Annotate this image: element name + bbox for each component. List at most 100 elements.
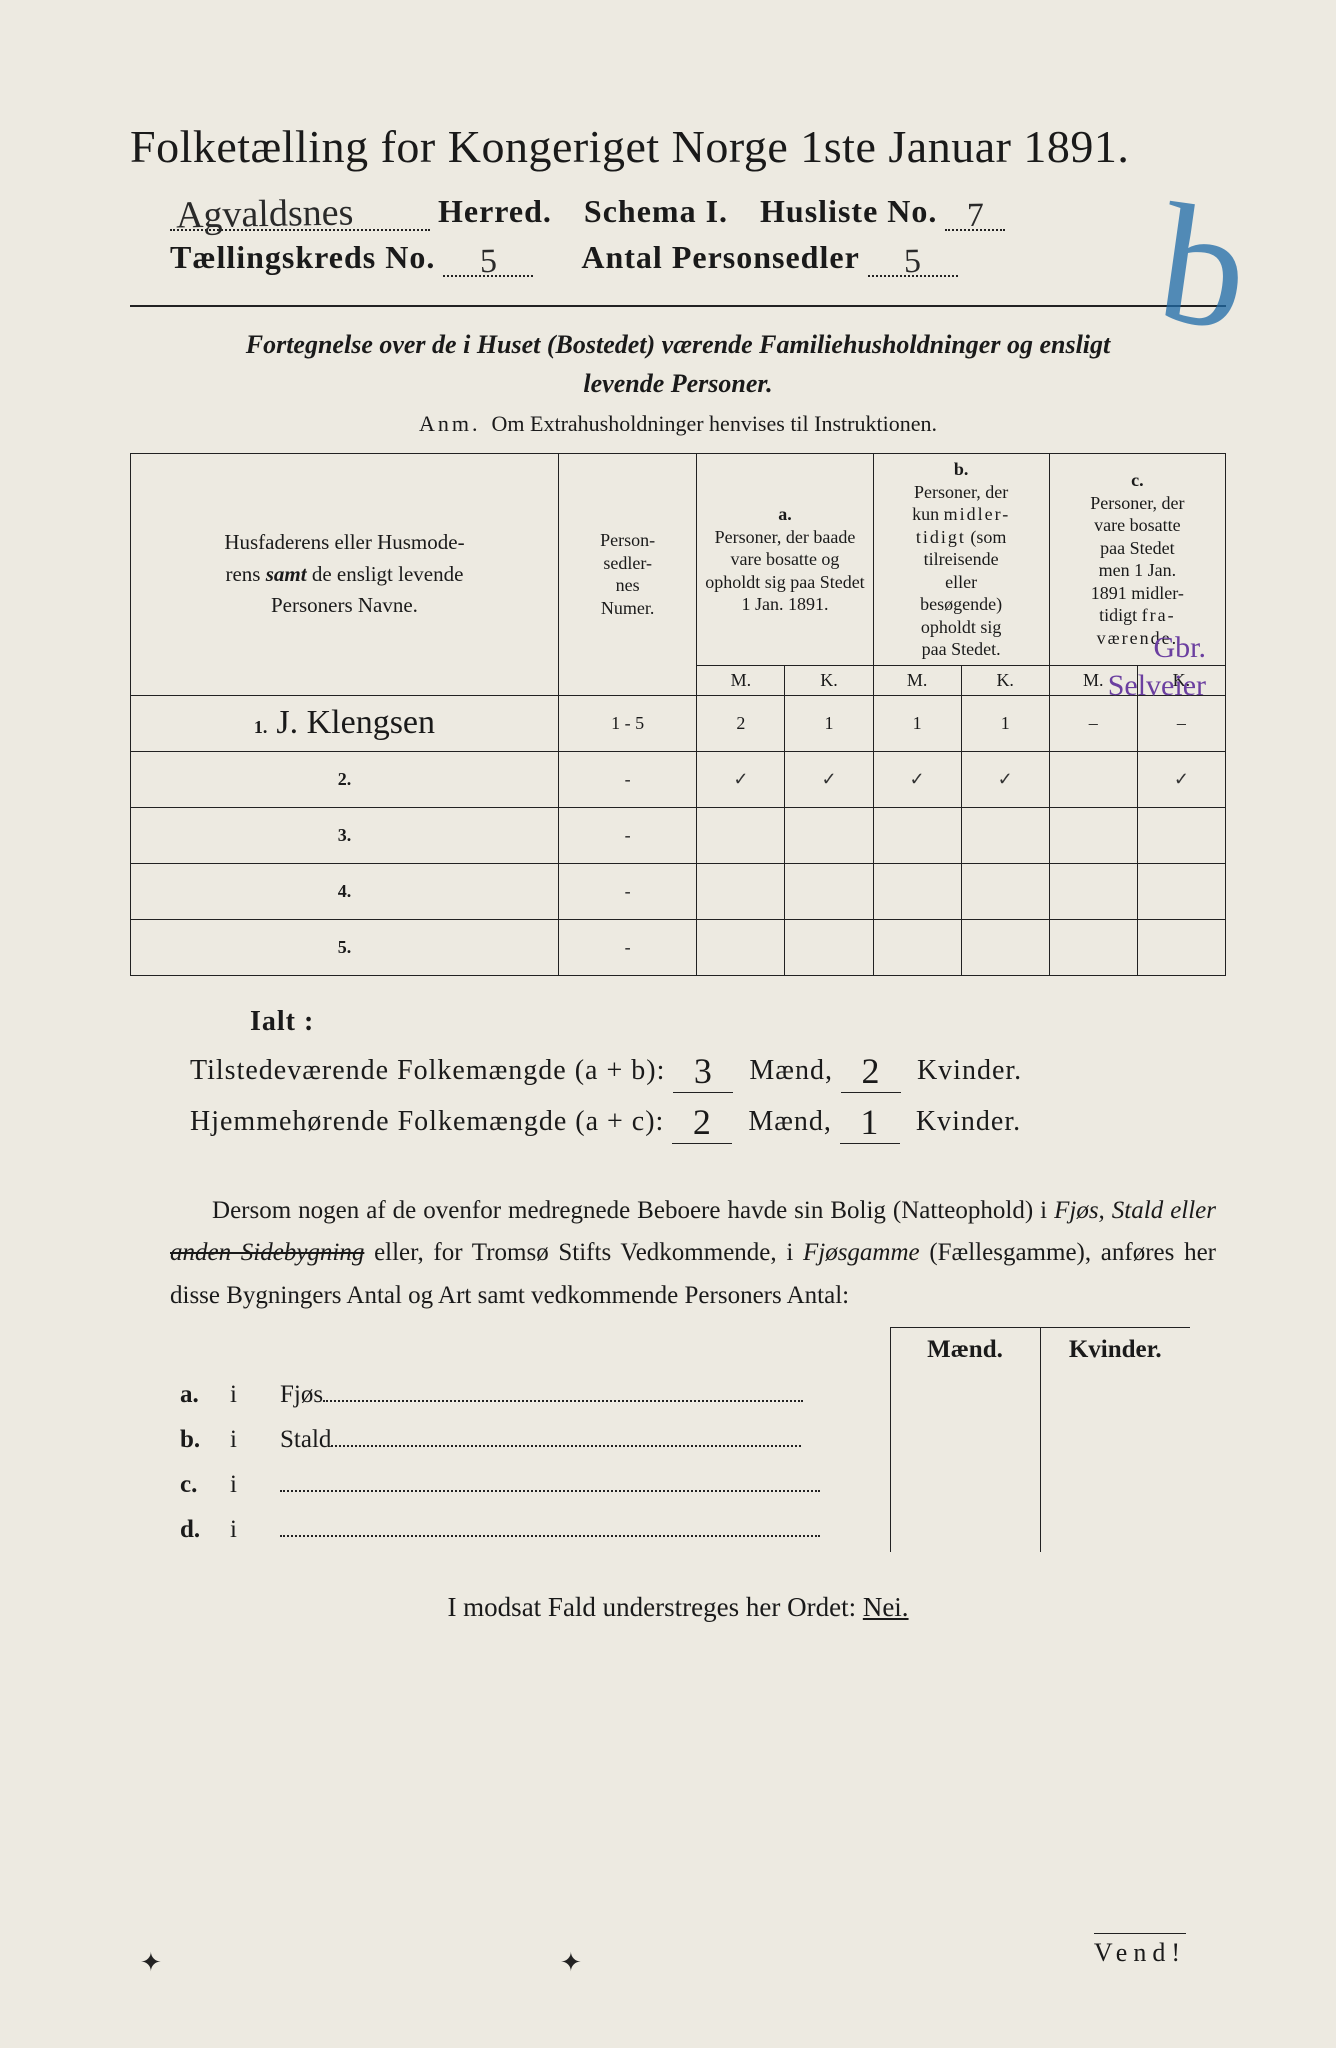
row-2-cK: ✓ xyxy=(1137,751,1225,807)
table-row: 2. - ✓ ✓ ✓ ✓ ✓ xyxy=(131,751,1226,807)
main-title: Folketælling for Kongeriget Norge 1ste J… xyxy=(130,120,1226,173)
ialt-label: Ialt : xyxy=(250,1006,1226,1038)
husliste-value: 7 xyxy=(967,199,985,233)
row-1-aK: 1 xyxy=(785,695,873,751)
row-5-num: - xyxy=(558,919,696,975)
census-form-page: b Folketælling for Kongeriget Norge 1ste… xyxy=(0,0,1336,2048)
row-2-num: - xyxy=(558,751,696,807)
small-th-m: Mænd. xyxy=(890,1328,1040,1373)
table-row: 4. - xyxy=(131,863,1226,919)
tot2-k: 1 xyxy=(840,1101,900,1144)
row-1-cK: – xyxy=(1137,695,1225,751)
totals-block: Ialt : Tilstedeværende Folkemængde (a + … xyxy=(190,1006,1226,1140)
buildings-table: Mænd. Kvinder. a. i Fjøs b. i Stald c. i… xyxy=(170,1327,1190,1552)
th-b-m: M. xyxy=(873,665,961,695)
tot2-label: Hjemmehørende Folkemængde (a + c): xyxy=(190,1106,664,1137)
subhead-line-1: Fortegnelse over de i Huset (Bostedet) v… xyxy=(246,330,1111,359)
tot-maend2: Mænd, xyxy=(748,1106,832,1137)
row-1-bK: 1 xyxy=(961,695,1049,751)
row-2-aM: ✓ xyxy=(697,751,785,807)
row-num: 1. xyxy=(254,717,268,737)
household-table: Husfaderens eller Husmode-rens samt de e… xyxy=(130,453,1226,976)
row-1-num: 1 - 5 xyxy=(558,695,696,751)
conditions-paragraph: Dersom nogen af de ovenfor medregnede Be… xyxy=(170,1190,1216,1318)
row-4-label: 4. xyxy=(131,863,559,919)
rule-1 xyxy=(130,305,1226,307)
table-row: 3. - xyxy=(131,807,1226,863)
th-col-a: a. Personer, der baade vare bosatte og o… xyxy=(697,454,873,666)
small-row: d. i xyxy=(170,1507,1190,1552)
tot1-label: Tilstedeværende Folkemængde (a + b): xyxy=(190,1055,665,1086)
tot-kvinder: Kvinder. xyxy=(917,1055,1022,1086)
main-table-wrapper: Gbr. Selveier Husfaderens eller Husmode-… xyxy=(130,453,1226,976)
sr-a-label: a. xyxy=(170,1372,220,1417)
purple-note-2: Selveier xyxy=(1108,669,1206,702)
herred-label: Herred. xyxy=(438,193,552,229)
row-3-num: - xyxy=(558,807,696,863)
vend-label: Vend! xyxy=(1094,1933,1186,1968)
th-a-text: Personer, der baade vare bosatte og opho… xyxy=(705,527,864,615)
kreds-label: Tællingskreds No. xyxy=(170,239,435,275)
annotation-line: Anm. Om Extrahusholdninger henvises til … xyxy=(130,411,1226,437)
para-it2: Fjøsgamme xyxy=(803,1239,920,1266)
herred-value: Agvaldsnes xyxy=(176,193,354,234)
sr-a-name: Fjøs xyxy=(280,1381,323,1408)
tot1-k: 2 xyxy=(841,1050,901,1093)
small-th-k: Kvinder. xyxy=(1040,1328,1190,1373)
small-row: b. i Stald xyxy=(170,1417,1190,1462)
sr-a-i: i xyxy=(220,1372,270,1417)
th-a-label: a. xyxy=(778,504,792,524)
th-col-b: b. Personer, derkun midler-tidigt (somti… xyxy=(873,454,1049,666)
reg-mark-left: ✦ xyxy=(140,1948,162,1978)
totals-line-2: Hjemmehørende Folkemængde (a + c): 2 Mæn… xyxy=(190,1097,1226,1140)
table-body: 1. J. Klengsen 1 - 5 2 1 1 1 – – 2. - ✓ … xyxy=(131,695,1226,975)
sr-b-i: i xyxy=(220,1417,270,1462)
row-2-label: 2. xyxy=(131,751,559,807)
row-2-aK: ✓ xyxy=(785,751,873,807)
antal-label: Antal Personsedler xyxy=(581,239,859,275)
th-a-k: K. xyxy=(785,665,873,695)
th-a-m: M. xyxy=(697,665,785,695)
reg-mark-mid: ✦ xyxy=(560,1948,582,1978)
row-5-label: 5. xyxy=(131,919,559,975)
small-row: c. i xyxy=(170,1462,1190,1507)
header-block: Folketælling for Kongeriget Norge 1ste J… xyxy=(130,120,1226,277)
table-row: 5. - xyxy=(131,919,1226,975)
small-row: a. i Fjøs xyxy=(170,1372,1190,1417)
th-num: Person-sedler-nesNumer. xyxy=(558,454,696,696)
sr-c-i: i xyxy=(220,1462,270,1507)
para-t2: eller, for Tromsø Stifts Vedkommende, i xyxy=(364,1239,803,1266)
tot2-m: 2 xyxy=(672,1101,732,1144)
kreds-value: 5 xyxy=(480,245,498,279)
table-row: 1. J. Klengsen 1 - 5 2 1 1 1 – – xyxy=(131,695,1226,751)
th-name: Husfaderens eller Husmode-rens samt de e… xyxy=(131,454,559,696)
sr-d-label: d. xyxy=(170,1507,220,1552)
antal-value: 5 xyxy=(904,245,922,279)
tot-kvinder2: Kvinder. xyxy=(916,1106,1021,1137)
row-1-label: 1. J. Klengsen xyxy=(131,695,559,751)
header-line-2: Agvaldsnes Herred. Schema I. Husliste No… xyxy=(170,191,1226,231)
row-1-bM: 1 xyxy=(873,695,961,751)
row-3-label: 3. xyxy=(131,807,559,863)
row-4-num: - xyxy=(558,863,696,919)
para-t1: Dersom nogen af de ovenfor medregnede Be… xyxy=(212,1197,1054,1224)
para-strike: anden Sidebygning xyxy=(170,1239,364,1266)
th-b-k: K. xyxy=(961,665,1049,695)
nei-word: Nei. xyxy=(863,1592,909,1622)
row-1-cM: – xyxy=(1049,695,1137,751)
row-2-bM: ✓ xyxy=(873,751,961,807)
anm-label: Anm. xyxy=(419,411,481,436)
sr-c-label: c. xyxy=(170,1462,220,1507)
sr-b-name: Stald xyxy=(280,1426,331,1453)
schema-label: Schema I. xyxy=(584,193,728,229)
sr-d-i: i xyxy=(220,1507,270,1552)
tot1-m: 3 xyxy=(673,1050,733,1093)
sr-b-label: b. xyxy=(170,1417,220,1462)
nei-line: I modsat Fald understreges her Ordet: Ne… xyxy=(130,1592,1226,1623)
purple-note-1: Gbr. xyxy=(1154,631,1207,664)
subheading: Fortegnelse over de i Huset (Bostedet) v… xyxy=(190,325,1166,403)
subhead-line-2: levende Personer. xyxy=(583,369,772,398)
anm-text: Om Extrahusholdninger henvises til Instr… xyxy=(492,411,937,436)
header-line-3: Tællingskreds No. 5 Antal Personsedler 5 xyxy=(170,239,1226,277)
th-c-label: c. xyxy=(1131,470,1144,490)
